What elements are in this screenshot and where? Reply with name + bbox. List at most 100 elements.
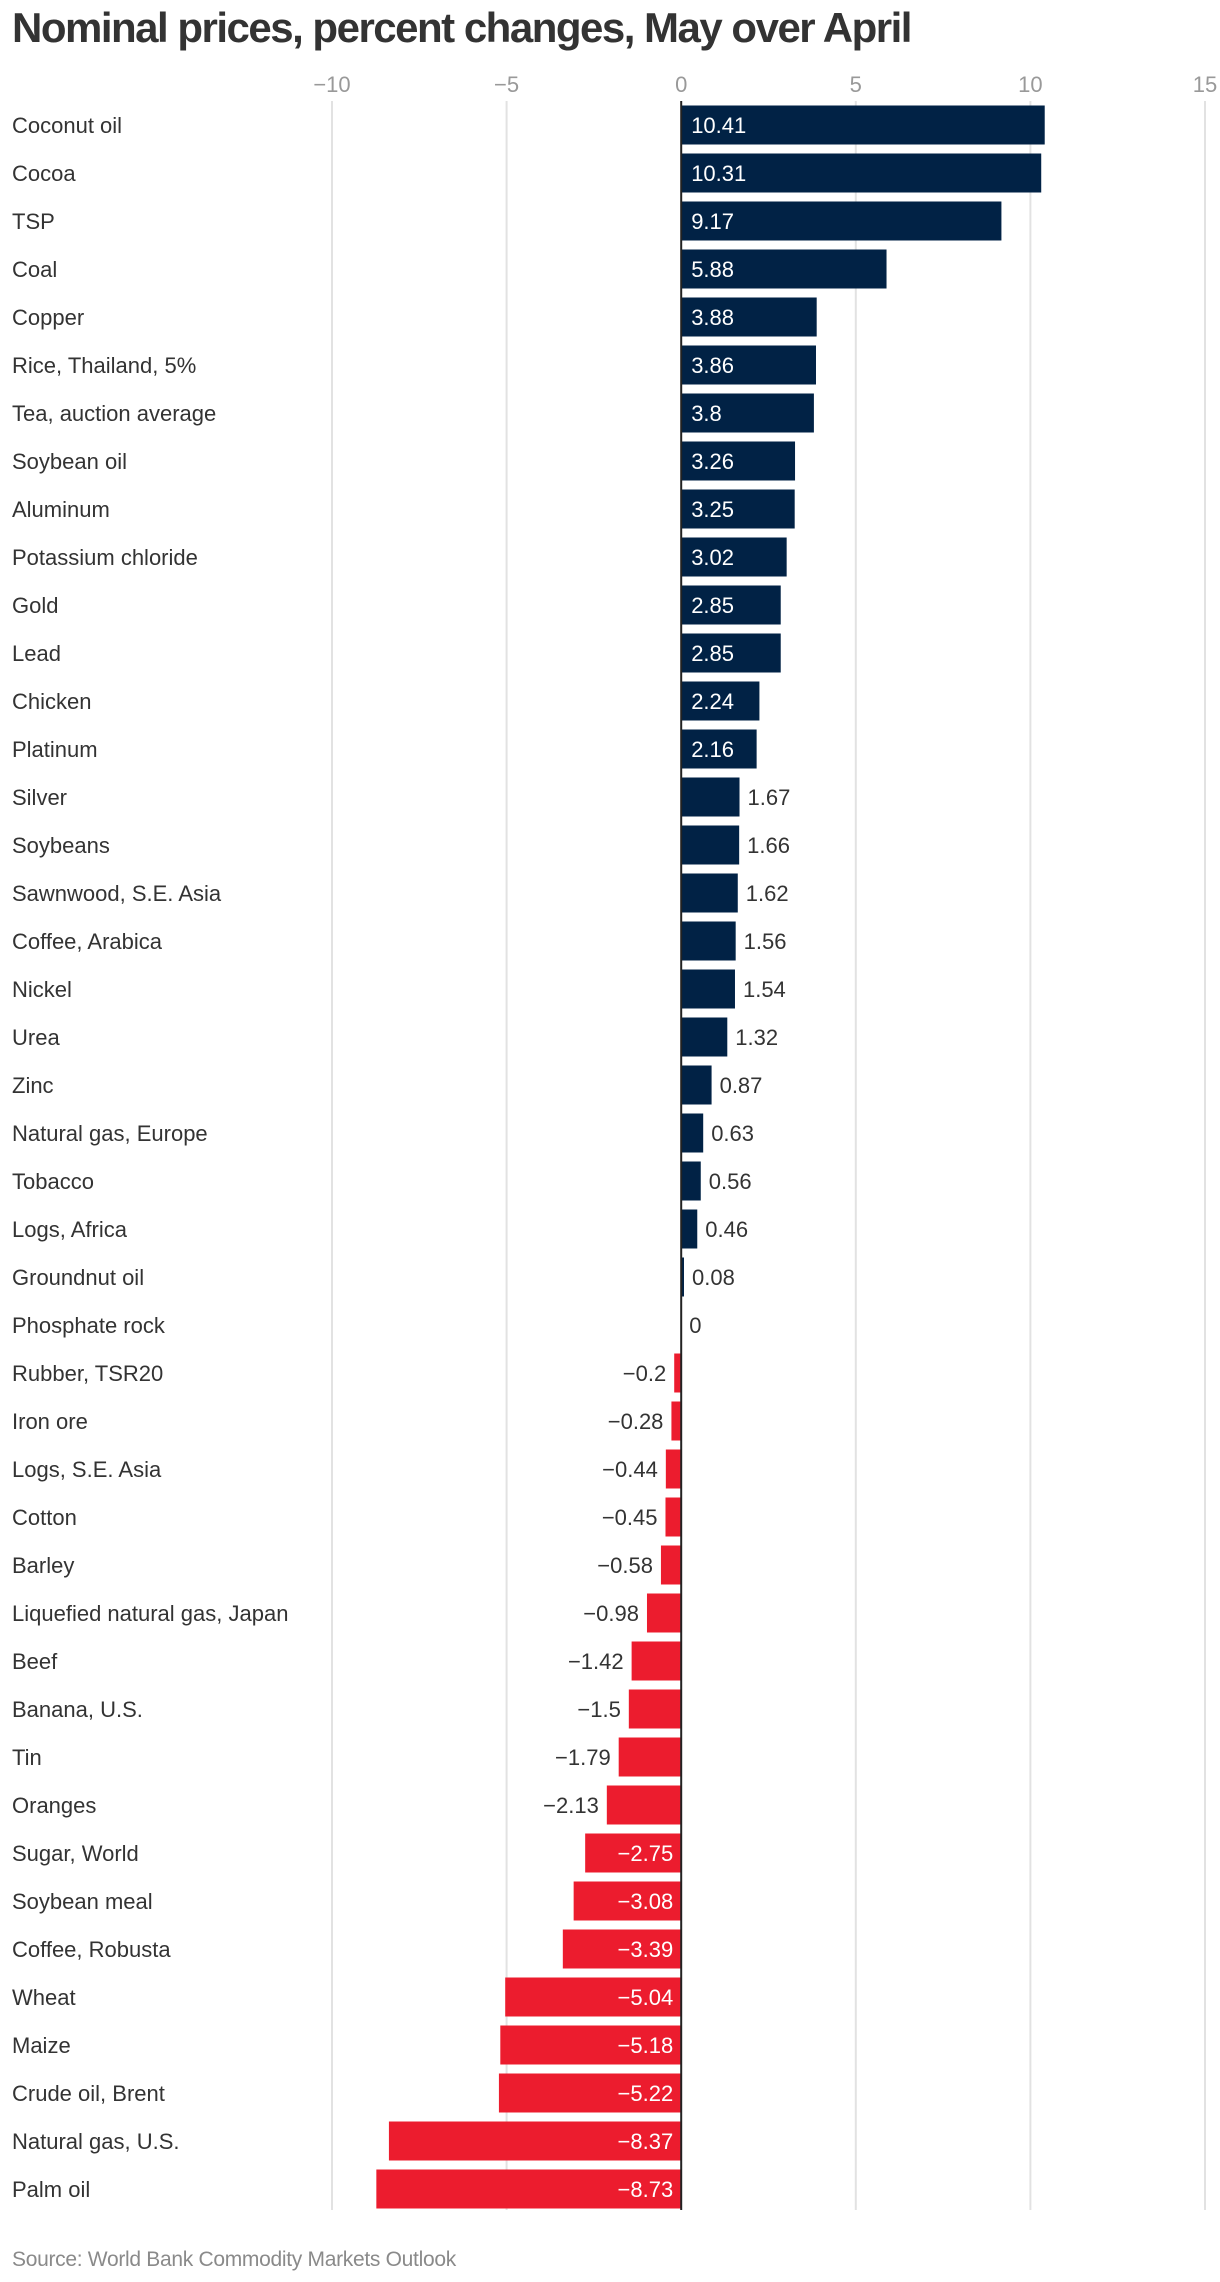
bar <box>681 1065 712 1105</box>
x-tick-label: 15 <box>1193 72 1217 97</box>
bar <box>681 681 760 721</box>
category-label: Cotton <box>12 1505 77 1530</box>
bar <box>498 2073 682 2113</box>
data-label: 1.32 <box>735 1025 778 1050</box>
category-label: Chicken <box>12 689 91 714</box>
category-label: Gold <box>12 593 58 618</box>
bar <box>681 297 817 337</box>
source-note: Source: World Bank Commodity Markets Out… <box>12 2248 456 2271</box>
bar <box>681 537 787 577</box>
category-label: Logs, Africa <box>12 1217 128 1242</box>
data-label: −5.18 <box>618 2033 674 2058</box>
data-label: 1.62 <box>746 881 789 906</box>
category-label: Sawnwood, S.E. Asia <box>12 881 222 906</box>
category-label: Natural gas, Europe <box>12 1121 208 1146</box>
data-label: −0.58 <box>597 1553 653 1578</box>
x-tick-label: 10 <box>1018 72 1042 97</box>
category-label: Beef <box>12 1649 58 1674</box>
category-label: Groundnut oil <box>12 1265 144 1290</box>
category-label: Tea, auction average <box>12 401 216 426</box>
bar <box>376 2169 682 2209</box>
bar <box>681 825 740 865</box>
data-label: −0.45 <box>602 1505 658 1530</box>
category-label: Silver <box>12 785 67 810</box>
data-label: 0.87 <box>720 1073 763 1098</box>
category-label: Iron ore <box>12 1409 88 1434</box>
bar <box>671 1401 682 1441</box>
category-label: TSP <box>12 209 55 234</box>
bar <box>681 441 796 481</box>
data-label: −8.37 <box>618 2129 674 2154</box>
category-label: Banana, U.S. <box>12 1697 143 1722</box>
bar <box>681 249 887 289</box>
bar <box>631 1641 682 1681</box>
data-label: 2.16 <box>691 737 734 762</box>
bar <box>681 153 1042 193</box>
x-tick-label: 5 <box>850 72 862 97</box>
category-label: Soybeans <box>12 833 110 858</box>
category-label: Sugar, World <box>12 1841 139 1866</box>
data-label: 1.66 <box>747 833 790 858</box>
data-label: 0.56 <box>709 1169 752 1194</box>
data-label: 3.8 <box>691 401 722 426</box>
data-label: 0 <box>689 1313 701 1338</box>
category-label: Barley <box>12 1553 74 1578</box>
data-label: 1.54 <box>743 977 786 1002</box>
bar <box>606 1785 682 1825</box>
data-label: −0.2 <box>623 1361 666 1386</box>
category-label: Wheat <box>12 1985 76 2010</box>
data-label: 2.85 <box>691 593 734 618</box>
category-label: Tin <box>12 1745 42 1770</box>
bar <box>681 105 1045 145</box>
bar <box>681 1113 704 1153</box>
category-label: Copper <box>12 305 84 330</box>
data-label: −1.5 <box>577 1697 620 1722</box>
bar <box>573 1881 682 1921</box>
category-label: Aluminum <box>12 497 110 522</box>
bar <box>681 393 814 433</box>
data-label: 3.25 <box>691 497 734 522</box>
bar <box>562 1929 682 1969</box>
data-label: −0.98 <box>583 1601 639 1626</box>
bar <box>665 1449 682 1489</box>
bar <box>681 585 781 625</box>
data-label: −3.08 <box>618 1889 674 1914</box>
bar <box>681 1161 701 1201</box>
data-label: 10.31 <box>691 161 746 186</box>
category-label: Crude oil, Brent <box>12 2081 165 2106</box>
bar <box>681 1209 698 1249</box>
bar <box>674 1353 682 1393</box>
data-label: 3.02 <box>691 545 734 570</box>
data-label: 0.46 <box>705 1217 748 1242</box>
category-label: Zinc <box>12 1073 54 1098</box>
bar <box>646 1593 682 1633</box>
category-label: Palm oil <box>12 2177 90 2202</box>
bar <box>681 777 740 817</box>
bar <box>681 345 816 385</box>
data-label: 3.86 <box>691 353 734 378</box>
category-label: Coffee, Robusta <box>12 1937 171 1962</box>
x-tick-label: −10 <box>313 72 350 97</box>
data-label: 0.08 <box>692 1265 735 1290</box>
chart-title: Nominal prices, percent changes, May ove… <box>12 4 912 51</box>
bar <box>681 1257 684 1297</box>
bar <box>388 2121 682 2161</box>
category-label: Platinum <box>12 737 98 762</box>
bar <box>681 201 1002 241</box>
category-label: Natural gas, U.S. <box>12 2129 180 2154</box>
bar <box>681 633 781 673</box>
data-label: −2.75 <box>618 1841 674 1866</box>
data-label: −5.22 <box>618 2081 674 2106</box>
category-label: Phosphate rock <box>12 1313 166 1338</box>
data-label: 0.63 <box>711 1121 754 1146</box>
bar <box>681 729 757 769</box>
data-label: 2.85 <box>691 641 734 666</box>
x-tick-label: 0 <box>675 72 687 97</box>
category-label: Rice, Thailand, 5% <box>12 353 196 378</box>
data-label: −2.13 <box>543 1793 599 1818</box>
category-label: Cocoa <box>12 161 76 186</box>
bar <box>681 921 736 961</box>
category-label: Coal <box>12 257 57 282</box>
bar <box>660 1545 682 1585</box>
data-label: −1.42 <box>568 1649 624 1674</box>
